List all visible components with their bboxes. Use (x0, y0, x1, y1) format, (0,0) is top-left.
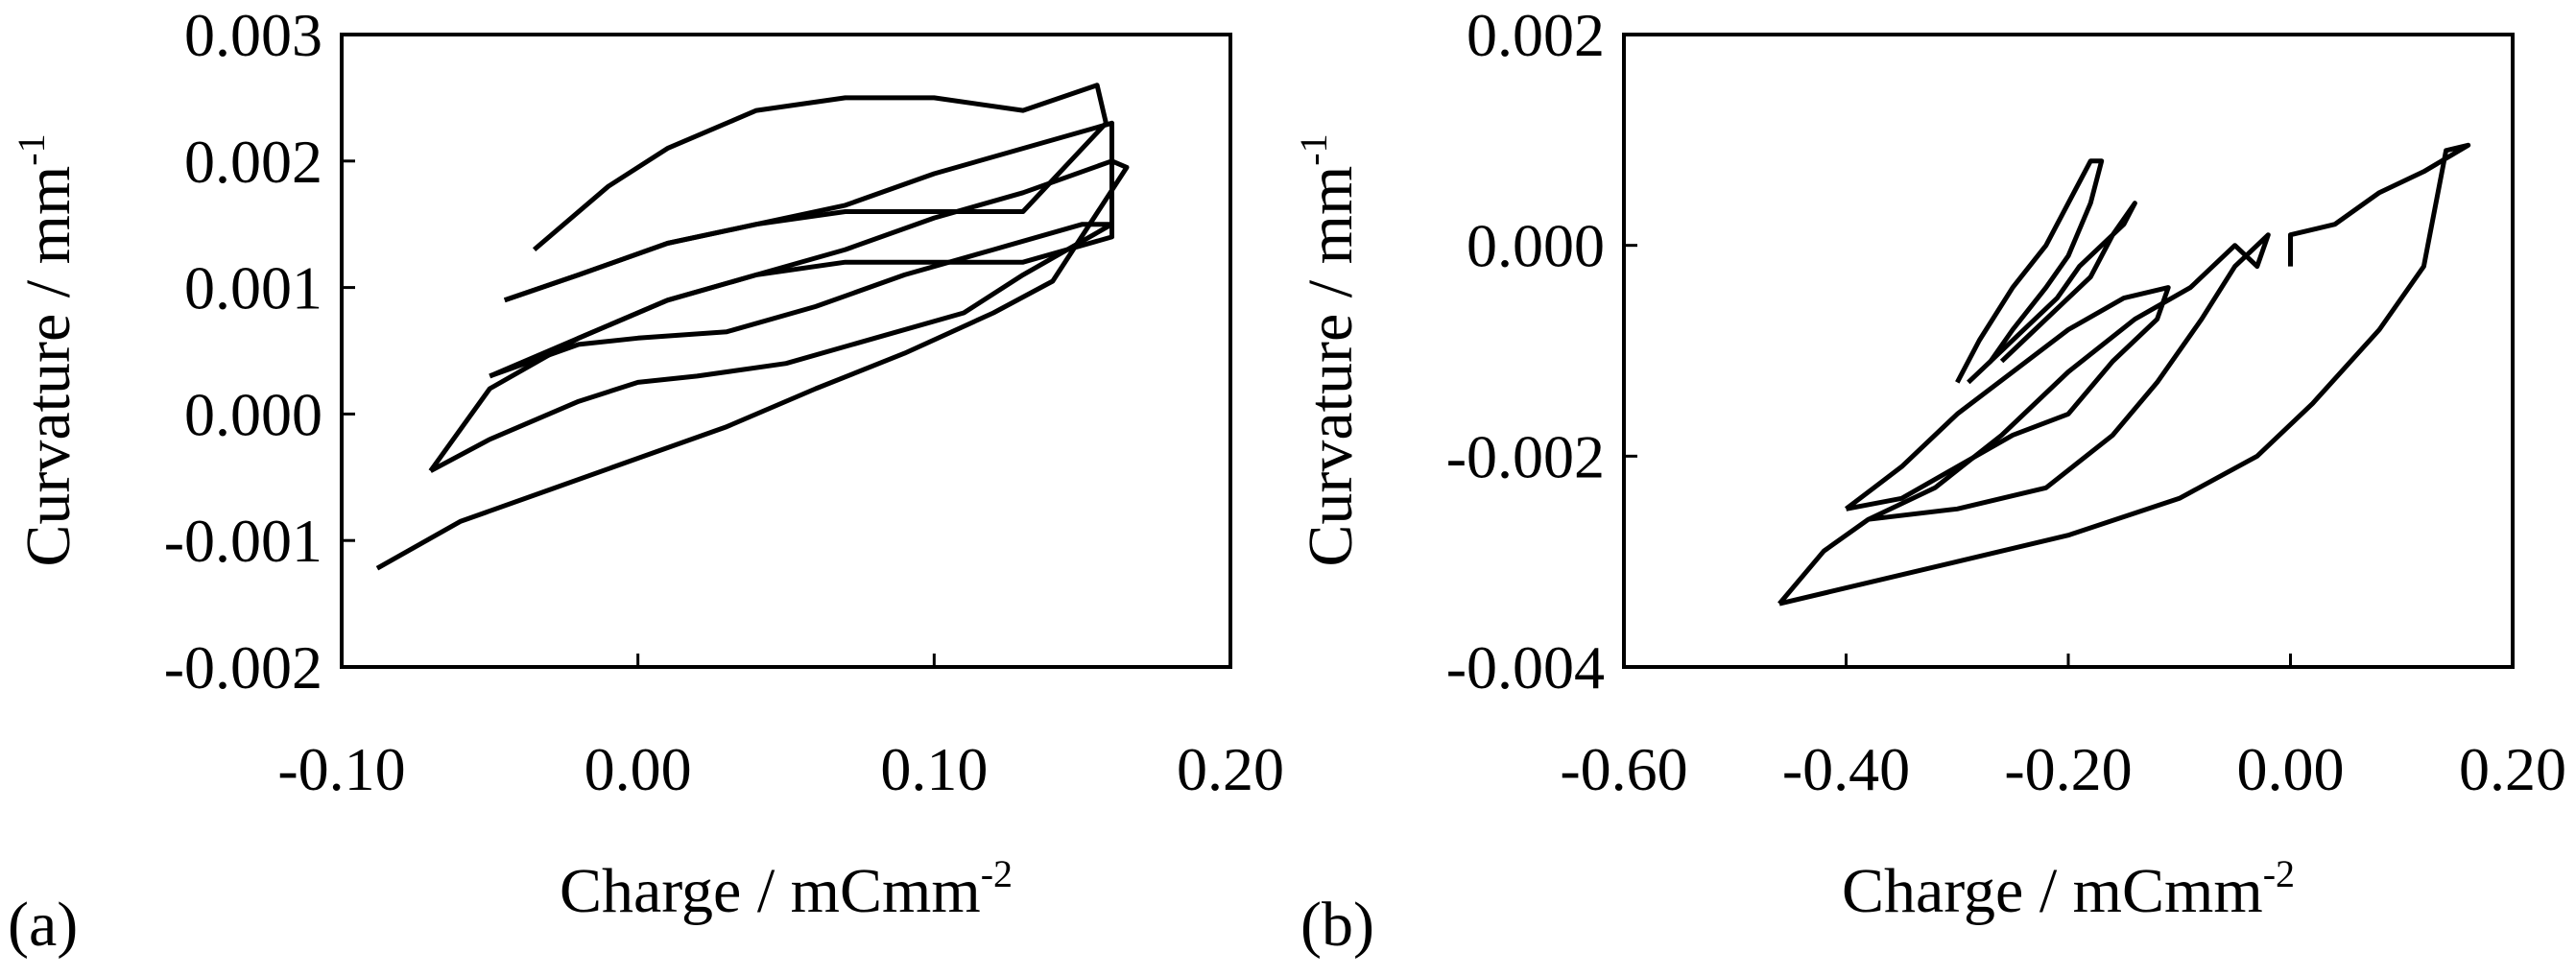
svg-text:Curvature / mm-1: Curvature / mm-1 (1292, 133, 1366, 566)
series-line-b-4 (1989, 201, 2137, 364)
x-axis-label-b-sup: -2 (2263, 852, 2295, 895)
y-axis-label-b: Curvature / mm-1 (1292, 133, 1366, 566)
x-tick-label-a-1: 0.00 (584, 735, 692, 803)
x-axis-a: -0.10 0.00 0.10 0.20 (277, 654, 1284, 803)
series-group-a (375, 83, 1130, 571)
y-axis-label-a-sup: -1 (10, 133, 53, 165)
y-tick-label-b-2: 0.000 (1467, 212, 1605, 280)
y-tick-label-a-1: -0.001 (164, 507, 322, 575)
x-tick-label-b-3: 0.00 (2237, 735, 2345, 803)
series-line-b-1 (1777, 232, 2271, 606)
y-axis-label-b-base: Curvature / mm (1296, 166, 1366, 567)
svg-text:Charge / mCmm-2: Charge / mCmm-2 (1842, 852, 2295, 926)
series-line-b-0 (1778, 142, 2471, 607)
x-tick-label-b-2: -0.20 (2004, 735, 2132, 803)
y-tick-label-a-5: 0.003 (184, 1, 322, 69)
chart-panel-a: -0.10 0.00 0.10 0.20 -0.002 -0.001 0.000 0.001… (8, 1, 1284, 960)
series-group-b (1777, 142, 2471, 607)
x-axis-label-a: Charge / mCmm-2 (560, 852, 1013, 926)
chart-panel-b: -0.60 -0.40 -0.20 0.00 0.20 -0.004 -0.002 0.00… (1292, 1, 2566, 960)
svg-text:Charge / mCmm-2: Charge / mCmm-2 (560, 852, 1013, 926)
x-axis-label-b-base: Charge / mCmm (1842, 856, 2263, 926)
series-line-b-2 (1844, 285, 2171, 512)
x-tick-label-a-0: -0.10 (277, 735, 405, 803)
y-tick-label-a-4: 0.002 (184, 128, 322, 196)
series-line-a-3 (503, 83, 1109, 303)
y-axis-label-a-base: Curvature / mm (13, 166, 83, 567)
y-axis-a: -0.002 -0.001 0.000 0.001 0.002 0.003 (164, 1, 355, 702)
y-tick-label-a-0: -0.002 (164, 633, 322, 702)
x-axis-label-b: Charge / mCmm-2 (1842, 852, 2295, 926)
y-axis-label-b-sup: -1 (1292, 133, 1335, 165)
y-tick-label-b-3: 0.002 (1467, 1, 1605, 69)
y-tick-label-b-1: -0.002 (1446, 422, 1605, 490)
x-axis-label-a-base: Charge / mCmm (560, 856, 981, 926)
x-tick-label-b-1: -0.40 (1782, 735, 1910, 803)
panel-label-a: (a) (8, 890, 78, 960)
y-axis-b: -0.004 -0.002 0.000 0.002 (1446, 1, 1637, 702)
x-tick-label-a-2: 0.10 (880, 735, 988, 803)
y-tick-label-a-2: 0.000 (184, 380, 322, 448)
x-tick-label-a-3: 0.20 (1177, 735, 1284, 803)
svg-text:Curvature / mm-1: Curvature / mm-1 (10, 133, 83, 566)
plot-area-a (340, 33, 1232, 669)
x-axis-b: -0.60 -0.40 -0.20 0.00 0.20 (1560, 654, 2566, 803)
series-line-a-2 (489, 120, 1114, 379)
panel-label-b: (b) (1300, 890, 1374, 960)
y-axis-label-a: Curvature / mm-1 (10, 133, 83, 566)
x-tick-label-b-0: -0.60 (1560, 735, 1687, 803)
series-line-b-3 (1955, 158, 2105, 385)
x-tick-label-b-4: 0.20 (2459, 735, 2566, 803)
y-tick-label-b-0: -0.004 (1446, 633, 1605, 702)
y-tick-label-a-3: 0.001 (184, 254, 322, 322)
series-line-a-0 (375, 158, 1130, 571)
x-axis-label-a-sup: -2 (981, 852, 1013, 895)
plot-area-b (1622, 33, 2515, 669)
